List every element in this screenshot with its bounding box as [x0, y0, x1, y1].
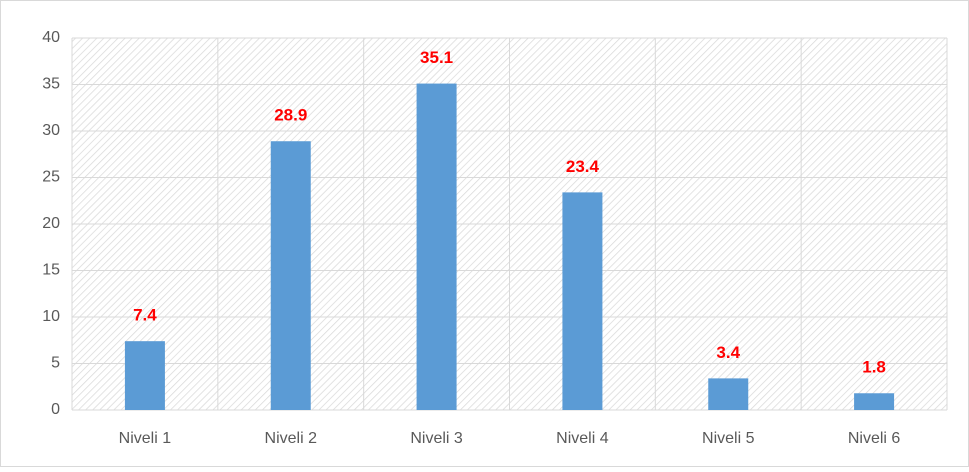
bar: [416, 83, 457, 410]
y-tick-label: 0: [51, 401, 60, 418]
y-tick-label: 10: [42, 308, 60, 325]
data-label: 23.4: [566, 157, 600, 176]
x-tick-label: Niveli 1: [119, 430, 172, 447]
bar: [708, 378, 749, 410]
data-label: 1.8: [862, 358, 886, 377]
y-tick-label: 35: [42, 76, 60, 93]
y-tick-label: 40: [42, 29, 60, 46]
data-label: 28.9: [274, 106, 307, 125]
x-tick-label: Niveli 2: [265, 430, 318, 447]
x-tick-label: Niveli 5: [702, 430, 755, 447]
y-tick-label: 15: [42, 262, 60, 279]
x-tick-label: Niveli 3: [410, 430, 463, 447]
y-tick-label: 25: [42, 169, 60, 186]
bar: [854, 393, 895, 410]
bar: [270, 141, 311, 411]
data-label: 7.4: [133, 306, 157, 325]
y-tick-label: 5: [51, 355, 60, 372]
bar: [562, 192, 603, 410]
y-tick-label: 20: [42, 215, 60, 232]
bar: [124, 341, 165, 410]
data-label: 35.1: [420, 48, 453, 67]
x-tick-label: Niveli 6: [848, 430, 901, 447]
data-label: 3.4: [716, 343, 740, 362]
x-tick-label: Niveli 4: [556, 430, 609, 447]
y-tick-label: 30: [42, 122, 60, 139]
